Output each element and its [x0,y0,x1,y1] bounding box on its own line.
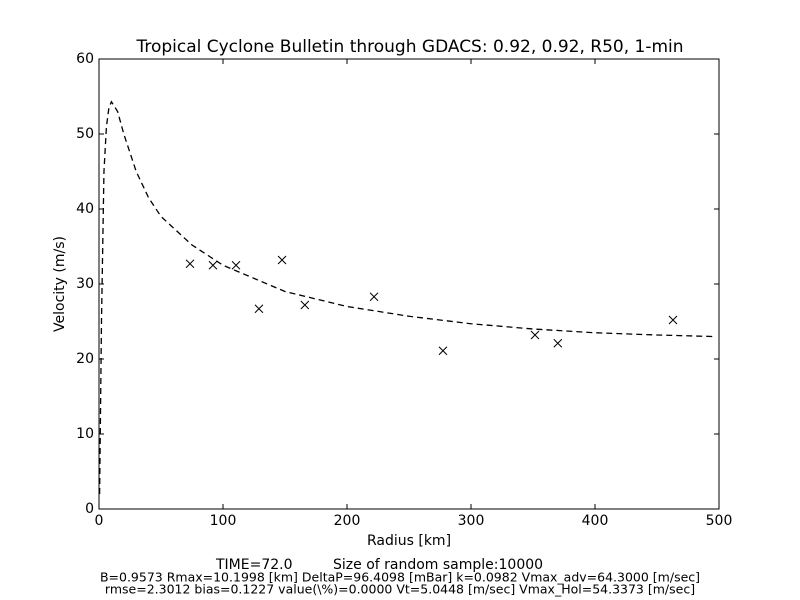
x-tick-label: 300 [458,513,485,529]
curve [98,100,713,495]
x-tick-label: 100 [210,513,237,529]
x-tick-label: 400 [582,513,609,529]
chart-title: Tropical Cyclone Bulletin through GDACS:… [135,37,683,57]
data-point [208,260,218,270]
y-tick-label: 10 [76,426,94,442]
data-point [185,259,195,269]
annotation: TIME=72.0 [215,557,293,573]
data-point [300,300,310,310]
data-point [530,330,540,340]
y-tick-label: 0 [85,501,94,517]
x-tick-label: 0 [95,513,104,529]
y-tick-label: 60 [76,51,94,67]
y-tick-label: 40 [76,201,94,217]
data-point [553,338,563,348]
data-point [438,346,448,356]
y-tick-label: 30 [76,276,94,292]
x-tick-label: 200 [334,513,361,529]
annotation: B=0.9573 Rmax=10.1998 [km] DeltaP=96.409… [100,570,700,585]
y-tick-label: 20 [76,351,94,367]
y-axis-label: Velocity (m/s) [52,236,68,332]
annotation: rmse=2.3012 bias=0.1227 value(\%)=0.0000… [105,582,695,597]
data-point [369,292,379,302]
y-tick-label: 50 [76,126,94,142]
data-point [254,304,264,314]
x-tick-label: 500 [706,513,733,529]
annotation: Size of random sample:10000 [333,557,543,573]
data-point [231,260,241,270]
data-point [277,255,287,265]
x-axis-label: Radius [km] [367,533,451,549]
data-point [668,315,678,325]
